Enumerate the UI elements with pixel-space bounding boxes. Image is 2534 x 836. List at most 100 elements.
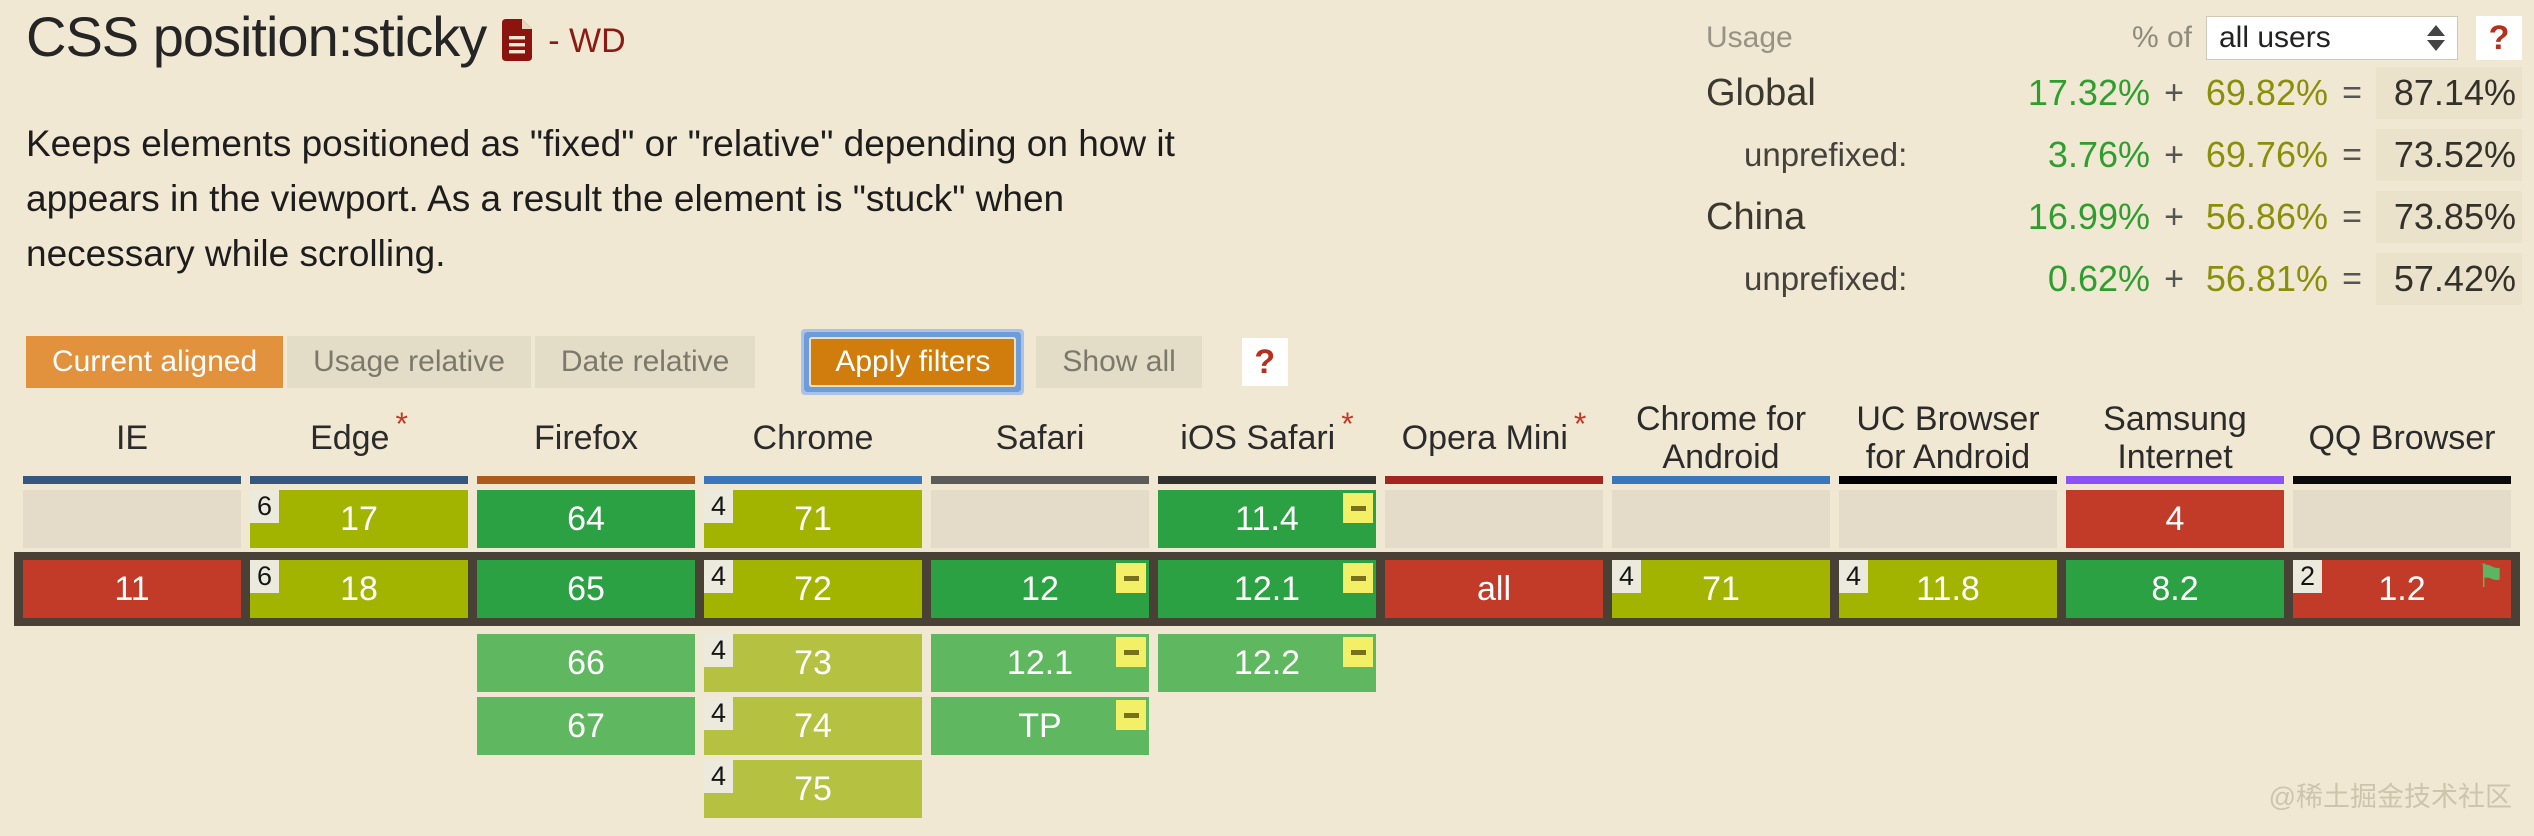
cell-ios-safari-r3[interactable]: 12.2 [1158,634,1376,692]
equals-operator: = [2342,197,2362,236]
usage-row-label: unprefixed: [1744,136,1908,173]
page-title: CSS position:sticky [26,5,487,68]
plus-operator: + [2164,135,2184,174]
cell-chrome-r5[interactable]: 75 4 [704,760,922,818]
column-header-label: Firefox [534,419,638,457]
asterisk-marker: * [1573,406,1587,442]
column-header-label: IE [115,419,149,457]
browser-bar-safari [931,476,1149,484]
empty-slot [1385,634,1603,692]
cell-ie-r1 [23,490,241,548]
view-button-usage-relative[interactable]: Usage relative [287,336,531,388]
empty-slot [23,697,241,755]
view-button-current-aligned[interactable]: Current aligned [26,336,284,388]
empty-slot [1839,760,2057,818]
usage-panel: Usage % of all users ? Global 17.32% +69.8… [1692,14,2522,310]
cell-ie-r2[interactable]: 11 [23,560,241,618]
cell-chrome-for-android-r2[interactable]: 71 4 [1612,560,1830,618]
note-number-badge: 6 [250,490,280,523]
cell-edge-r2[interactable]: 18 6 [250,560,468,618]
usage-total-value: 73.85% [2376,191,2522,243]
version-label: 12.1 [1006,643,1074,682]
show-all-button[interactable]: Show all [1036,336,1202,388]
empty-slot [23,760,241,818]
support-row-past: 17 6 64 71 4 11.4 4 [23,490,2511,548]
cell-ios-safari-r1[interactable]: 11.4 [1158,490,1376,548]
browser-header-row: IE Edge * Firefox Chrome Safari iOS Safari * Ope… [23,400,2511,476]
yellow-note-badge [1343,563,1373,593]
column-header-label: Chrome for Android [1635,400,1807,476]
view-buttons-group: Current aligned Usage relative Date relati… [26,336,759,388]
browser-bar-firefox [477,476,695,484]
cell-samsung-internet-r2[interactable]: 8.2 [2066,560,2284,618]
usage-unprefixed-value: 56.86% [2205,196,2328,237]
column-header-label: Safari [995,419,1085,457]
apply-filters-button[interactable]: Apply filters [811,339,1015,385]
empty-slot [1385,760,1603,818]
note-number-badge: 4 [704,490,734,523]
browser-bar-samsung-internet [2066,476,2284,484]
empty-slot [2066,697,2284,755]
empty-slot [1385,697,1603,755]
cell-opera-mini-r1 [1385,490,1603,548]
usage-help-button[interactable]: ? [2476,16,2522,60]
usage-rows: Global 17.32% +69.82% = 87.14% unprefixed: 3.7… [1692,62,2522,310]
empty-slot [250,760,468,818]
cell-firefox-r4[interactable]: 67 [477,697,695,755]
version-label: 74 [794,706,832,745]
empty-slot [250,634,468,692]
cell-firefox-r3[interactable]: 66 [477,634,695,692]
usage-total-value: 57.42% [2376,253,2522,305]
watermark: @稀土掘金技术社区 [2268,782,2512,812]
usage-row-china: China 16.99% +56.86% = 73.85% [1692,186,2522,248]
empty-slot [1612,760,1830,818]
yellow-note-badge [1116,563,1146,593]
version-label: 11.8 [1916,569,1980,608]
usage-prefixed-value: 16.99% [2027,196,2150,237]
cell-edge-r1[interactable]: 17 6 [250,490,468,548]
cell-safari-r3[interactable]: 12.1 [931,634,1149,692]
note-number-badge: 4 [704,760,734,793]
cell-qq-browser-r1 [2293,490,2511,548]
plus-operator: + [2164,197,2184,236]
plus-operator: + [2164,259,2184,298]
toolbar-help-button[interactable]: ? [1241,338,1288,386]
cell-firefox-r1[interactable]: 64 [477,490,695,548]
column-header-label: iOS Safari [1180,419,1336,457]
cell-samsung-internet-r1[interactable]: 4 [2066,490,2284,548]
spec-status-badge: - WD [548,22,626,60]
cell-uc-browser-for-android-r2[interactable]: 11.8 4 [1839,560,2057,618]
empty-slot [2066,634,2284,692]
cell-qq-browser-r2[interactable]: 1.2 2 ⚑ [2293,558,2511,618]
cell-chrome-r3[interactable]: 73 4 [704,634,922,692]
asterisk-marker: * [395,406,408,442]
usage-row-label: unprefixed: [1744,260,1908,297]
version-label: 12.2 [1233,643,1301,682]
cell-safari-r4[interactable]: TP [931,697,1149,755]
usage-prefixed-value: 3.76% [2047,134,2150,175]
spec-document-icon [502,18,533,61]
version-label: 4 [2165,499,2185,538]
column-header-safari: Safari [931,400,1149,476]
usage-row-global: Global 17.32% +69.82% = 87.14% [1692,62,2522,124]
column-header-uc-browser-for-android: UC Browser for Android [1839,400,2057,476]
yellow-note-badge [1343,637,1373,667]
support-row-current: 11 18 6 65 72 4 12 12.1 all 71 4 11.8 4 8.2 1.2 2 ⚑ [23,558,2511,618]
version-label: 11.4 [1235,499,1299,538]
flag-icon: ⚑ [2476,558,2505,594]
cell-opera-mini-r2[interactable]: all [1385,560,1603,618]
view-button-date-relative[interactable]: Date relative [534,336,756,388]
usage-select[interactable]: all users [2206,16,2458,60]
empty-slot [2066,760,2284,818]
usage-label: Usage [1706,21,1793,54]
cell-chrome-r2[interactable]: 72 4 [704,560,922,618]
cell-safari-r2[interactable]: 12 [931,560,1149,618]
version-label: 8.2 [2151,569,2199,608]
cell-chrome-r1[interactable]: 71 4 [704,490,922,548]
cell-chrome-r4[interactable]: 74 4 [704,697,922,755]
cell-ios-safari-r2[interactable]: 12.1 [1158,560,1376,618]
cell-firefox-r2[interactable]: 65 [477,560,695,618]
yellow-note-badge [1116,637,1146,667]
column-header-ie: IE [23,400,241,476]
feature-description: Keeps elements positioned as "fixed" or … [26,123,1175,274]
